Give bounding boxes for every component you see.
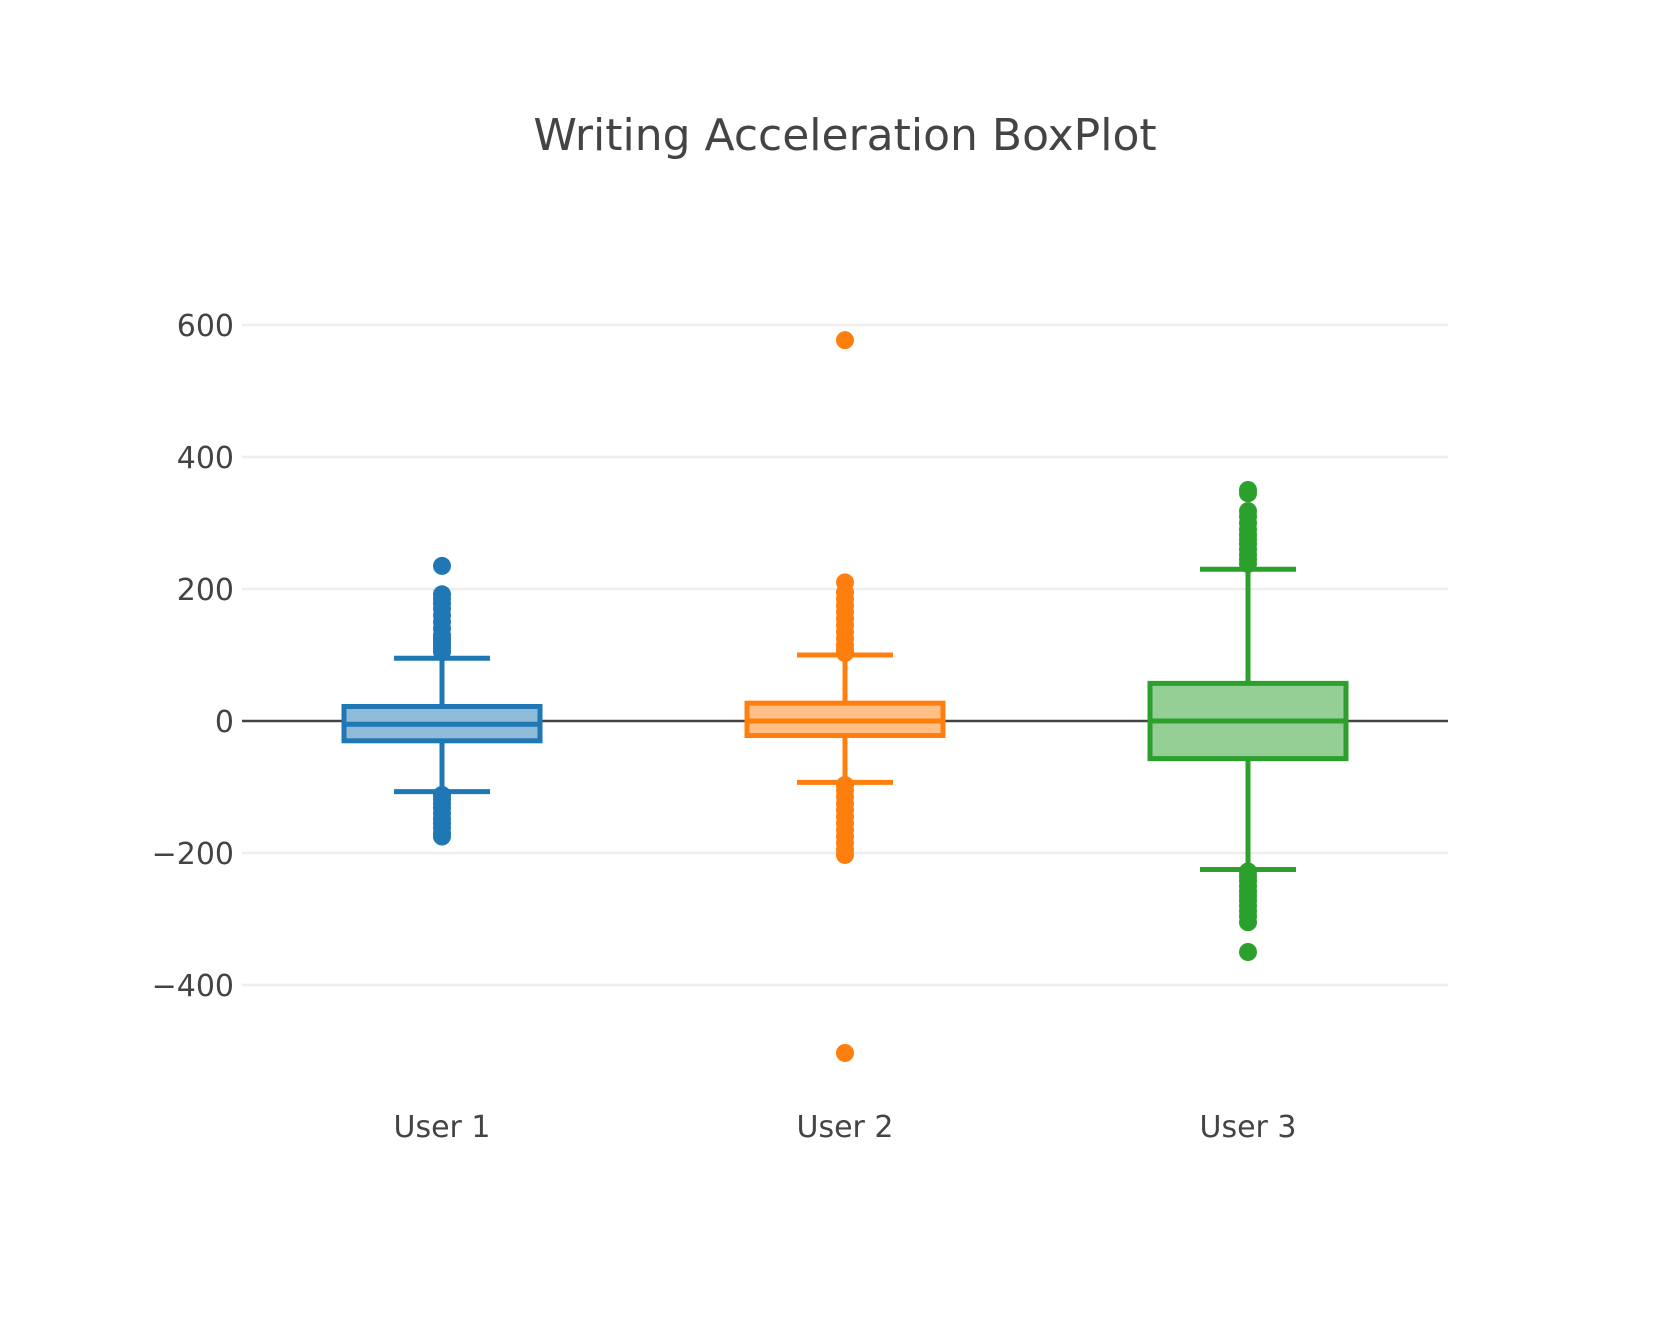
x-axis-ticks: User 1 User 2 User 3: [393, 1110, 1296, 1145]
box-traces: [341, 331, 1349, 1062]
y-tick-label: 400: [177, 441, 234, 476]
outlier-point: [1239, 484, 1257, 503]
box-trace: [744, 331, 946, 1062]
x-tick-label: User 2: [796, 1110, 893, 1145]
outlier-point: [433, 556, 451, 575]
outlier-point: [433, 642, 451, 661]
outlier-point: [836, 644, 854, 663]
outlier-point: [1239, 913, 1257, 932]
outlier-point: [836, 331, 854, 350]
y-axis-ticks: 600 400 200 0 −200 −400: [152, 309, 234, 1004]
y-tick-label: −200: [152, 837, 234, 872]
y-tick-label: 200: [177, 573, 234, 608]
outlier-point: [1239, 554, 1257, 573]
outlier-point: [1239, 943, 1257, 961]
outlier-point: [836, 1043, 854, 1062]
x-tick-label: User 3: [1199, 1110, 1296, 1145]
outlier-point: [433, 827, 451, 846]
box-trace: [341, 556, 543, 846]
chart-title: Writing Acceleration BoxPlot: [533, 110, 1156, 161]
box-trace: [1147, 481, 1349, 961]
y-tick-label: 0: [215, 705, 234, 740]
y-tick-label: −400: [152, 969, 234, 1004]
x-tick-label: User 1: [393, 1110, 490, 1145]
y-tick-label: 600: [177, 309, 234, 344]
outlier-point: [836, 845, 854, 864]
